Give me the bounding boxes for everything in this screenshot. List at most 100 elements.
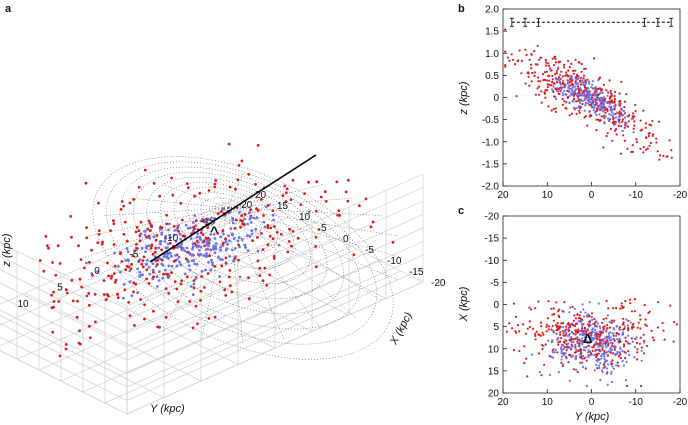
- b-point-blue: [593, 87, 596, 90]
- a-point-blue: [179, 237, 183, 241]
- c-point-blue: [573, 307, 576, 310]
- b-point-red: [670, 149, 673, 152]
- b-point-red: [544, 58, 548, 62]
- b-point-red: [604, 111, 607, 114]
- c-point-red: [596, 367, 599, 370]
- c-point-blue: [593, 369, 596, 372]
- a-point-red: [46, 244, 49, 248]
- a-point-red: [228, 269, 232, 272]
- c-point-blue: [560, 358, 563, 361]
- b-point-red: [604, 97, 607, 100]
- a-point-red: [239, 219, 243, 222]
- a-point-red: [124, 268, 128, 272]
- c-point-blue: [593, 328, 596, 331]
- b-point-blue: [626, 115, 629, 118]
- a-mesh-spoke: [227, 197, 357, 209]
- a-point-blue: [143, 229, 147, 233]
- a-point-blue: [196, 232, 200, 236]
- b-point-red: [626, 147, 629, 150]
- b-point-red: [537, 93, 541, 96]
- c-point-red: [612, 307, 615, 310]
- b-point-blue: [613, 104, 616, 107]
- c-point-red: [573, 368, 576, 371]
- c-point-blue: [579, 320, 582, 324]
- a-point-red: [224, 256, 228, 260]
- b-point-red: [600, 88, 604, 91]
- c-point-red: [636, 351, 639, 354]
- b-point-blue: [612, 112, 615, 115]
- a-point-blue: [228, 255, 232, 258]
- c-point-red: [580, 351, 583, 354]
- a-grid-line: [0, 315, 165, 398]
- a-point-blue: [230, 248, 234, 252]
- a-point-blue: [245, 234, 249, 238]
- a-point-red: [120, 200, 124, 203]
- a-point-blue: [191, 229, 195, 233]
- a-point-red: [148, 229, 152, 233]
- a-point-red: [160, 258, 164, 262]
- b-point-red: [537, 85, 541, 88]
- a-point-red: [97, 229, 101, 233]
- a-point-red: [164, 315, 168, 319]
- a-point-red: [192, 226, 196, 230]
- b-y-tick-label: 1.0: [485, 49, 499, 60]
- b-point-red: [634, 103, 637, 106]
- a-point-red: [315, 180, 319, 184]
- a-point-red: [135, 243, 138, 246]
- c-point-blue: [611, 332, 614, 335]
- a-grid-line: [0, 269, 128, 334]
- a-point-red: [97, 201, 100, 205]
- c-point-blue: [626, 324, 630, 327]
- a-grid-line: [0, 350, 128, 415]
- c-point-blue: [551, 351, 555, 354]
- c-point-red: [605, 317, 608, 320]
- c-point-red: [545, 323, 548, 326]
- b-point-blue: [625, 124, 628, 127]
- a-point-blue: [198, 235, 202, 239]
- b-point-blue: [580, 92, 584, 95]
- a-point-red: [314, 245, 317, 248]
- b-point-red: [602, 83, 606, 86]
- c-point-red: [582, 323, 585, 326]
- b-point-red: [589, 113, 592, 117]
- b-point-red: [545, 64, 548, 67]
- c-point-red: [593, 317, 596, 321]
- c-point-blue: [606, 353, 610, 357]
- a-mesh-ring: [160, 182, 311, 284]
- a-x-tick-label: 20: [255, 190, 267, 201]
- a-point-red: [170, 271, 174, 274]
- c-point-red: [569, 323, 572, 326]
- b-point-red: [625, 93, 628, 96]
- a-point-blue: [243, 243, 247, 247]
- a-point-red: [152, 275, 156, 279]
- c-point-blue: [555, 332, 559, 335]
- b-point-red: [550, 84, 553, 87]
- b-point-blue: [577, 105, 580, 108]
- c-point-red: [615, 332, 618, 335]
- b-point-red: [510, 53, 513, 56]
- c-point-red: [595, 353, 598, 356]
- c-point-red: [541, 347, 544, 351]
- c-point-blue: [602, 340, 605, 343]
- b-point-red: [567, 74, 570, 77]
- c-point-red: [567, 329, 570, 333]
- b-point-red: [593, 57, 596, 60]
- b-point-red: [568, 81, 572, 84]
- b-point-red: [568, 101, 571, 104]
- c-point-blue: [640, 349, 643, 352]
- a-point-red: [85, 236, 89, 240]
- a-point-blue: [126, 258, 130, 262]
- c-point-red: [656, 326, 660, 329]
- a-point-blue: [204, 268, 207, 272]
- c-point-blue: [591, 336, 594, 339]
- a-point-blue: [227, 206, 231, 210]
- b-point-blue: [609, 108, 612, 111]
- a-point-blue: [188, 268, 192, 272]
- b-point-red: [574, 69, 577, 72]
- b-point-blue: [568, 85, 571, 88]
- b-point-blue: [578, 101, 582, 104]
- b-point-red: [557, 88, 560, 91]
- a-point-red: [145, 277, 149, 281]
- a-point-red: [76, 299, 79, 303]
- a-point-blue: [232, 259, 236, 263]
